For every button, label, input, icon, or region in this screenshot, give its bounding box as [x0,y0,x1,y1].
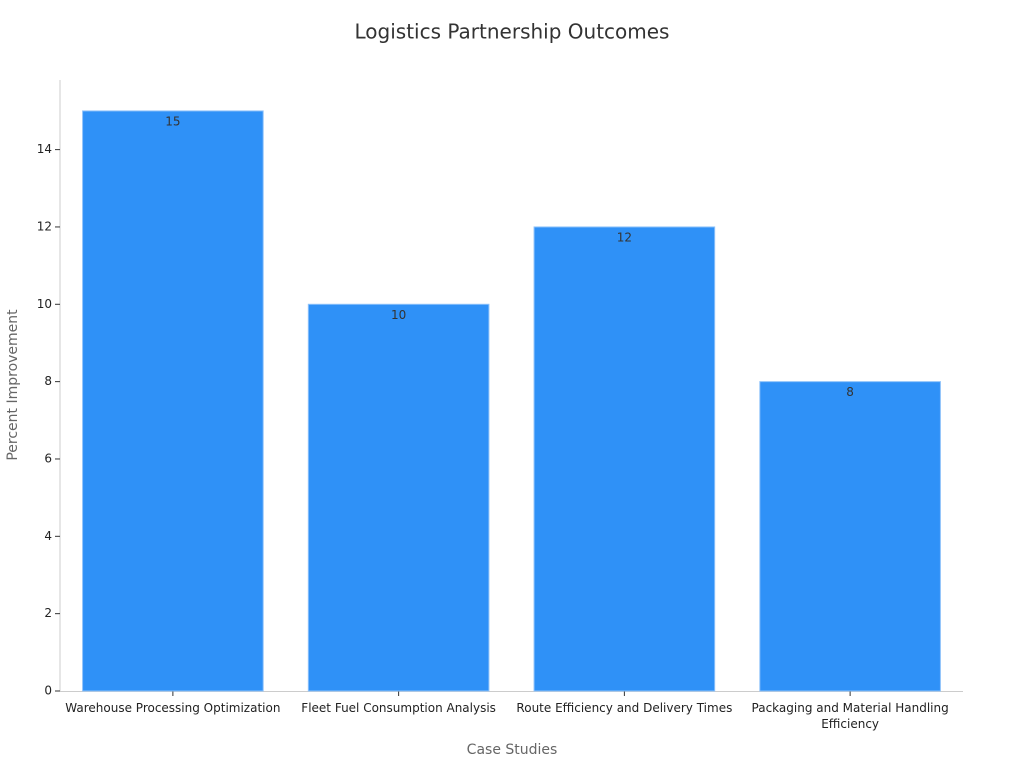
y-tick-label: 4 [44,529,52,543]
y-tick-label: 14 [37,142,52,156]
bar [307,303,490,692]
chart-title: Logistics Partnership Outcomes [355,20,670,44]
x-tick-label: Route Efficiency and Delivery Times [516,701,732,715]
y-tick-label: 6 [44,451,52,465]
y-axis-label: Percent Improvement [5,309,21,461]
y-tick-label: 0 [44,684,52,698]
y-tick-label: 8 [44,374,52,388]
y-tick-label: 12 [37,219,52,233]
x-tick-label: Fleet Fuel Consumption Analysis [301,701,496,715]
value-label: 10 [391,308,406,322]
bar [82,110,264,692]
value-label: 12 [617,230,632,244]
x-axis-label: Case Studies [467,742,558,758]
value-label: 15 [165,114,180,128]
y-tick-label: 10 [37,297,52,311]
value-label: 8 [846,385,854,399]
x-tick-label: Warehouse Processing Optimization [65,701,280,715]
bar [533,226,716,692]
y-tick-label: 2 [44,606,52,620]
bar [759,381,941,692]
x-tick-label: Packaging and Material Handling Efficienc… [752,701,949,731]
